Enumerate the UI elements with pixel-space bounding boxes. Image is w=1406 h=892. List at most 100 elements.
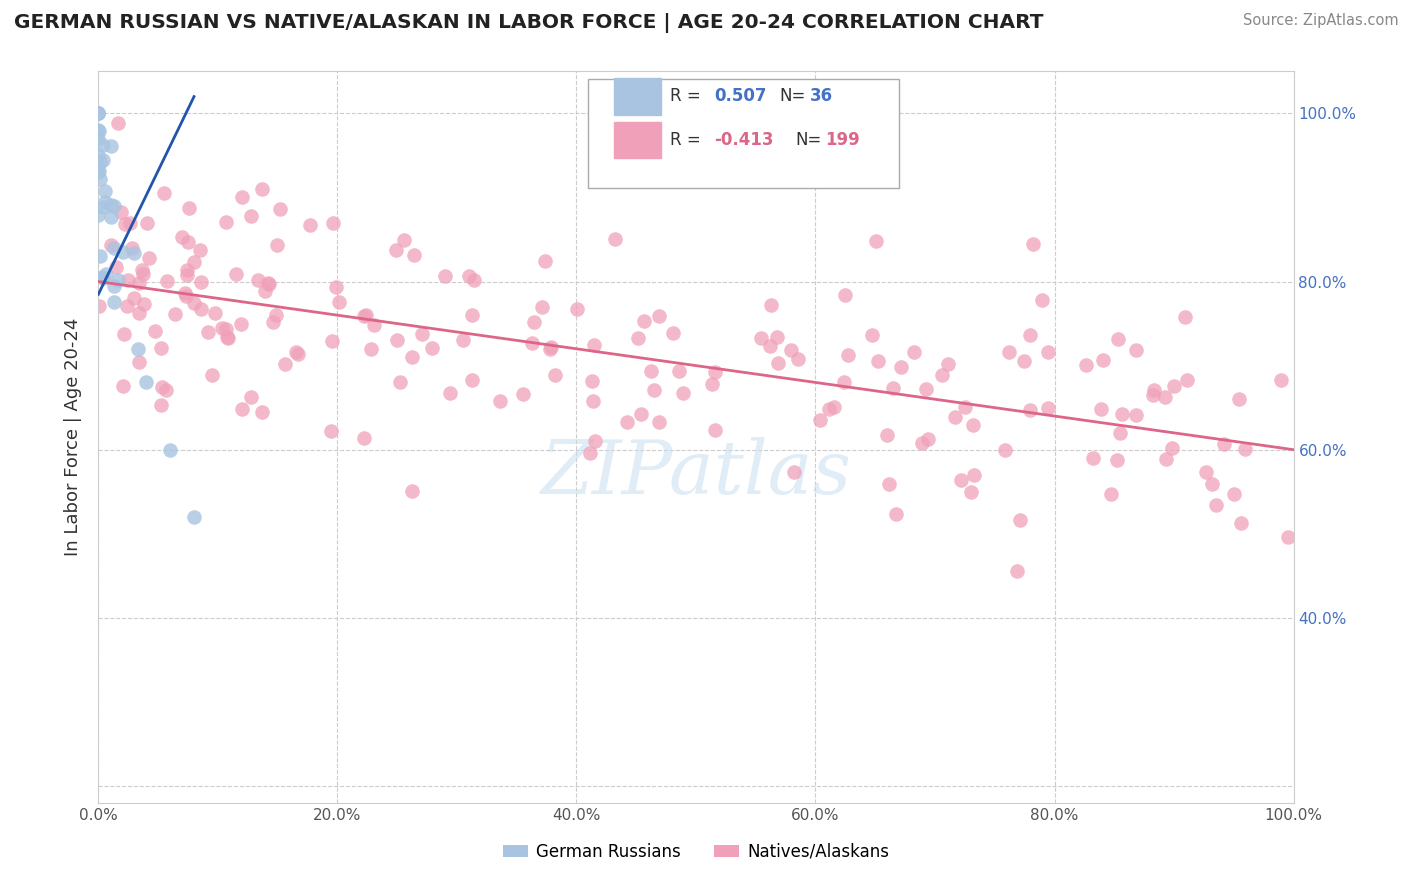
Point [287, 347, 309, 361]
Point [458, 268, 481, 283]
Point [1277, 530, 1299, 544]
Point [112, 327, 135, 342]
Point [259, 277, 281, 292]
Point [183, 510, 205, 524]
Point [780, 343, 803, 357]
Point [121, 241, 143, 255]
Text: R =: R = [669, 131, 706, 149]
Point [122, 291, 145, 305]
Point [132, 297, 155, 311]
Point [190, 302, 212, 317]
Point [250, 405, 273, 419]
Point [1005, 564, 1028, 578]
Point [87, 106, 110, 120]
Point [239, 390, 262, 404]
Point [105, 260, 128, 274]
Point [765, 330, 787, 344]
Point [100, 238, 122, 252]
Point [1229, 392, 1251, 406]
Point [1031, 293, 1053, 308]
Point [284, 344, 307, 359]
Point [808, 413, 831, 427]
Point [217, 331, 239, 345]
Point [389, 375, 412, 389]
Point [392, 233, 415, 247]
Point [876, 428, 898, 442]
Point [135, 376, 157, 390]
Point [111, 245, 134, 260]
Point [903, 345, 925, 359]
Point [523, 315, 546, 329]
Point [100, 198, 122, 212]
Point [643, 383, 665, 397]
Point [1019, 403, 1042, 417]
Point [103, 295, 125, 310]
Point [1108, 425, 1130, 440]
Point [229, 317, 252, 331]
Point [87, 123, 110, 137]
Point [132, 268, 155, 282]
Point [107, 273, 129, 287]
Point [401, 351, 423, 365]
Point [1163, 379, 1185, 393]
Point [165, 307, 187, 321]
Point [865, 234, 887, 248]
Point [177, 202, 200, 216]
Text: 0.507: 0.507 [714, 87, 766, 105]
Point [703, 423, 725, 437]
Text: -0.413: -0.413 [714, 131, 773, 149]
Point [159, 442, 181, 457]
Text: Source: ZipAtlas.com: Source: ZipAtlas.com [1243, 13, 1399, 29]
Point [183, 295, 205, 310]
Point [115, 299, 138, 313]
Point [1092, 352, 1115, 367]
Point [114, 217, 136, 231]
Point [385, 243, 408, 257]
Point [1125, 343, 1147, 358]
Point [321, 334, 343, 348]
Point [1107, 332, 1129, 346]
Point [274, 357, 297, 371]
Point [360, 342, 382, 356]
Point [633, 314, 655, 328]
Point [322, 216, 344, 230]
Text: GERMAN RUSSIAN VS NATIVE/ALASKAN IN LABOR FORCE | AGE 20-24 CORRELATION CHART: GERMAN RUSSIAN VS NATIVE/ALASKAN IN LABO… [14, 13, 1043, 33]
Point [204, 306, 226, 320]
Point [173, 286, 195, 301]
Point [87, 164, 110, 178]
Point [183, 255, 205, 269]
Point [672, 386, 695, 401]
Point [661, 326, 683, 340]
Point [1014, 353, 1036, 368]
Point [583, 434, 606, 448]
Point [915, 382, 938, 396]
Point [837, 348, 859, 362]
Point [120, 216, 142, 230]
Point [94, 194, 117, 209]
Point [1205, 498, 1227, 512]
Point [127, 342, 149, 356]
Point [266, 308, 288, 322]
Point [877, 477, 900, 491]
Point [582, 394, 605, 409]
Point [87, 131, 110, 145]
Point [1229, 516, 1251, 531]
Point [931, 368, 953, 382]
Point [353, 310, 375, 324]
Point [211, 321, 233, 335]
Point [225, 267, 247, 281]
Point [538, 342, 561, 356]
Point [749, 331, 772, 345]
Point [627, 330, 650, 344]
Point [420, 341, 443, 355]
Point [522, 335, 544, 350]
Point [135, 215, 157, 229]
Point [156, 274, 179, 288]
Point [124, 246, 146, 260]
Point [758, 339, 780, 353]
Point [866, 354, 889, 368]
Point [149, 398, 172, 412]
Legend: German Russians, Natives/Alaskans: German Russians, Natives/Alaskans [496, 837, 896, 868]
Text: 36: 36 [810, 87, 832, 105]
Point [1010, 513, 1032, 527]
